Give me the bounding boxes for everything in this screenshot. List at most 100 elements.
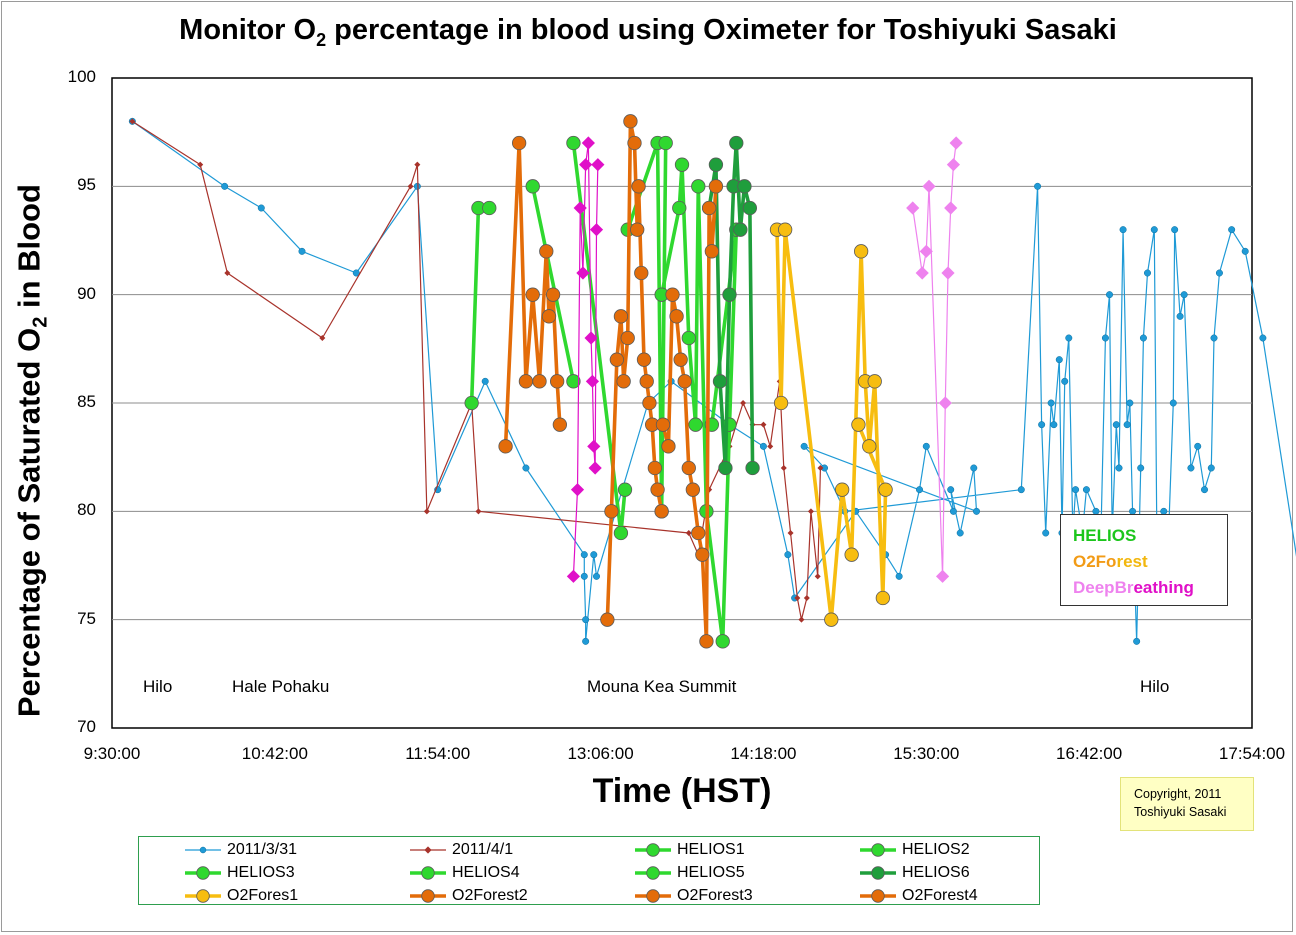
data-point (817, 465, 824, 471)
legend-swatch (185, 888, 221, 903)
legend-item: HELIOS1 (633, 838, 745, 861)
data-point (566, 135, 581, 151)
legend-label: O2Fores1 (227, 886, 299, 904)
data-point (1210, 334, 1218, 342)
data-point (708, 179, 724, 194)
data-point (1055, 356, 1063, 364)
data-point (590, 551, 598, 559)
data-point (875, 590, 891, 606)
data-point (691, 179, 706, 194)
data-point (1017, 486, 1025, 494)
legend-swatch (860, 865, 896, 880)
data-point (704, 244, 720, 259)
data-point (584, 331, 598, 345)
data-point (1065, 334, 1073, 342)
data-point (862, 439, 877, 454)
data-point (655, 417, 671, 432)
series-line (912, 142, 957, 577)
data-point (582, 637, 590, 645)
data-point (423, 508, 430, 515)
data-point (642, 395, 657, 411)
data-point (613, 525, 629, 541)
series-helios2 (525, 179, 581, 389)
legend-label: 2011/4/1 (452, 840, 514, 858)
data-point (718, 460, 733, 476)
legend-label: HELIOS5 (677, 863, 745, 881)
legend-label: O2Forest4 (902, 886, 978, 904)
legend-label: O2Forest2 (452, 886, 528, 904)
series-line (572, 142, 599, 577)
data-point (1169, 399, 1177, 407)
data-point (685, 530, 692, 536)
data-point (522, 464, 530, 472)
series-o2forest3 (600, 114, 669, 627)
data-point (867, 374, 882, 389)
data-point (475, 508, 482, 515)
data-point (970, 464, 978, 472)
legend-item: 2011/3/31 (183, 838, 297, 861)
data-point (600, 612, 615, 627)
data-point (511, 135, 527, 151)
data-point (582, 616, 590, 624)
data-point (807, 508, 814, 515)
data-point (464, 395, 479, 411)
data-point (906, 201, 920, 215)
data-point (814, 573, 821, 580)
data-point (949, 136, 963, 150)
data-point (1194, 442, 1202, 450)
legend-swatch (635, 888, 671, 903)
data-point (613, 309, 629, 324)
x-tick-label: 10:42:00 (241, 744, 308, 763)
data-point (1187, 464, 1195, 472)
y-tick-label: 70 (77, 717, 96, 736)
copyright-box: Copyright, 2011 Toshiyuki Sasaki (1120, 777, 1254, 831)
series-layer (128, 114, 1296, 649)
data-point (767, 443, 774, 450)
series-deepbreathing-a (566, 136, 605, 583)
data-point (549, 374, 565, 389)
data-point (1133, 637, 1141, 645)
x-tick-label: 13:06:00 (567, 744, 634, 763)
data-point (639, 374, 654, 389)
data-point (257, 204, 265, 212)
data-point (895, 572, 903, 580)
data-point (922, 179, 936, 193)
data-point (844, 547, 859, 562)
series-line (530, 185, 576, 382)
y-tick-label: 90 (77, 283, 96, 303)
data-point (851, 417, 866, 432)
data-point (742, 200, 758, 216)
data-point (701, 200, 717, 216)
data-point (580, 551, 588, 559)
data-point (729, 135, 744, 151)
data-point (634, 265, 649, 281)
data-point (956, 529, 964, 537)
data-point (824, 612, 839, 627)
data-point (760, 421, 767, 428)
data-point (1115, 464, 1123, 472)
data-point (681, 330, 696, 346)
data-point (745, 460, 760, 476)
x-tick-label: 15:30:00 (893, 744, 960, 763)
data-point (1119, 226, 1127, 234)
data-point (673, 352, 688, 367)
x-tick-label: 16:42:00 (1056, 744, 1123, 763)
y-tick-label: 100 (67, 67, 96, 86)
data-point (973, 507, 980, 515)
data-point (570, 483, 585, 497)
data-point (566, 569, 581, 583)
y-tick-label: 75 (77, 608, 96, 628)
data-point (712, 374, 728, 389)
region-label-hilo-end: Hilo (1140, 677, 1170, 696)
data-point (541, 309, 557, 324)
data-point (1171, 226, 1179, 234)
data-point (733, 222, 748, 237)
data-point (922, 442, 930, 450)
data-point (695, 547, 710, 562)
data-point (691, 525, 706, 541)
data-point (1034, 182, 1042, 190)
data-point (654, 504, 669, 519)
series-o2forest4 (655, 179, 724, 649)
data-point (740, 400, 747, 406)
data-point (715, 634, 730, 649)
